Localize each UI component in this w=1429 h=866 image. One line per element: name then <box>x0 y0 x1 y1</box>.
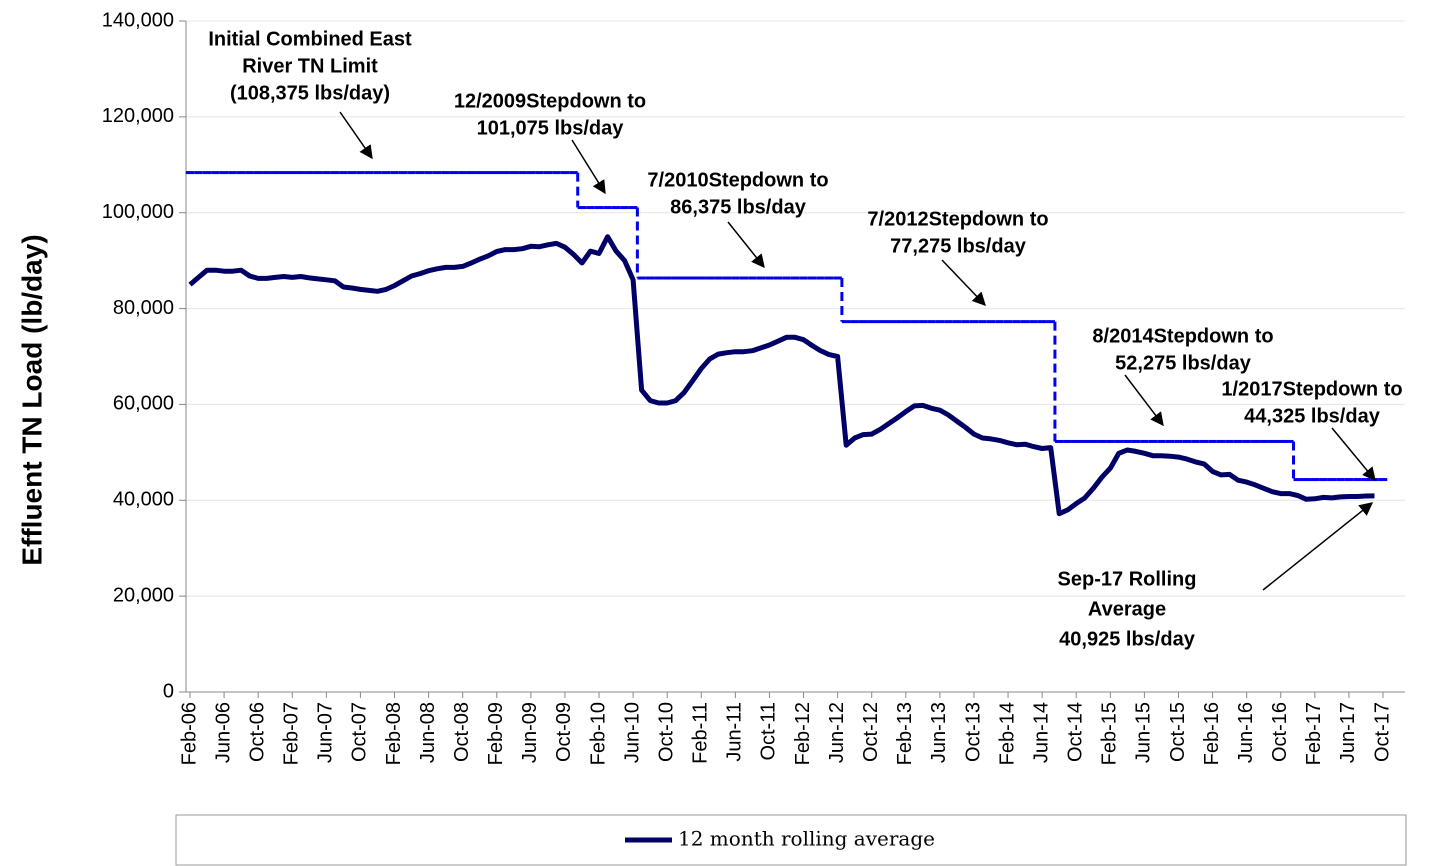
x-tick-label: Feb-12 <box>792 702 814 765</box>
y-axis-title: Effluent TN Load (lb/day) <box>16 234 47 565</box>
annotation: 7/2012Stepdown to <box>867 208 1048 230</box>
x-tick-label: Jun-11 <box>724 702 746 762</box>
x-tick-label: Jun-15 <box>1133 702 1155 763</box>
x-tick-label: Jun-13 <box>928 702 950 763</box>
annotation: River TN Limit <box>242 55 378 77</box>
x-tick-label: Feb-09 <box>485 702 507 765</box>
annotation: (108,375 lbs/day) <box>230 82 390 104</box>
annotation: 101,075 lbs/day <box>477 117 625 139</box>
series-line <box>188 234 1375 517</box>
annotation: 7/2010Stepdown to <box>647 169 828 191</box>
annotation-arrow <box>727 221 765 269</box>
x-tick-label: Oct-17 <box>1371 702 1393 762</box>
x-tick-label: Feb-06 <box>178 702 200 765</box>
y-tick-label: 80,000 <box>113 297 174 319</box>
y-tick-label: 120,000 <box>102 105 174 127</box>
x-tick-label: Jun-10 <box>621 702 643 763</box>
x-tick-label: Feb-15 <box>1099 702 1121 765</box>
y-tick-label: 0 <box>163 680 174 702</box>
x-tick-label: Oct-10 <box>655 702 677 762</box>
x-tick-label: Oct-08 <box>451 702 473 762</box>
annotation-arrow <box>1262 502 1374 591</box>
x-tick-label: Jun-17 <box>1337 702 1359 763</box>
x-tick-label: Feb-07 <box>281 702 303 765</box>
annotation: Sep-17 Rolling <box>1058 568 1197 590</box>
annotation: 8/2014Stepdown to <box>1092 325 1273 347</box>
legend-box <box>175 814 1407 866</box>
x-tick-label: Feb-10 <box>587 702 609 765</box>
x-tick-label: Feb-08 <box>383 702 405 765</box>
x-tick-label: Oct-13 <box>962 702 984 762</box>
annotation-arrow <box>1124 374 1164 427</box>
annotation: 86,375 lbs/day <box>670 196 807 218</box>
x-tick-label: Feb-14 <box>996 702 1018 765</box>
legend-label: 12 month rolling average <box>678 827 935 851</box>
x-tick-label: Feb-13 <box>894 702 916 765</box>
x-tick-label: Jun-14 <box>1030 702 1052 763</box>
annotation: 12/2009Stepdown to <box>454 90 646 112</box>
annotation-arrow <box>571 139 606 195</box>
x-tick-label: Oct-11 <box>758 702 780 761</box>
y-tick-label: 20,000 <box>113 584 174 606</box>
x-tick-label: Oct-07 <box>349 702 371 762</box>
x-tick-label: Oct-14 <box>1065 702 1087 762</box>
x-tick-label: Jun-06 <box>212 702 234 763</box>
y-tick-label: 60,000 <box>113 393 174 415</box>
annotation-arrow <box>339 111 373 160</box>
x-tick-label: Jun-08 <box>417 702 439 763</box>
x-tick-label: Jun-07 <box>315 702 337 763</box>
x-tick-label: Oct-09 <box>553 702 575 762</box>
y-tick-label: 140,000 <box>102 9 174 31</box>
annotation: 52,275 lbs/day <box>1115 352 1252 374</box>
annotation: 40,925 lbs/day <box>1059 628 1196 650</box>
x-tick-label: Feb-11 <box>690 702 712 764</box>
x-tick-label: Feb-17 <box>1303 702 1325 765</box>
annotation-arrow <box>941 259 986 306</box>
annotation: Initial Combined East <box>208 28 412 50</box>
annotation: Average <box>1088 598 1166 620</box>
annotation: 77,275 lbs/day <box>890 235 1027 257</box>
annotation: 44,325 lbs/day <box>1244 405 1381 427</box>
annotation: 1/2017Stepdown to <box>1221 378 1402 400</box>
y-tick-label: 100,000 <box>102 201 174 223</box>
x-tick-label: Jun-09 <box>519 702 541 763</box>
x-tick-label: Oct-12 <box>860 702 882 762</box>
y-tick-label: 40,000 <box>113 489 174 511</box>
x-tick-label: Jun-16 <box>1235 702 1257 763</box>
x-tick-label: Oct-16 <box>1269 702 1291 762</box>
x-tick-label: Feb-16 <box>1201 702 1223 765</box>
x-tick-label: Oct-15 <box>1167 702 1189 762</box>
x-tick-label: Oct-06 <box>246 702 268 762</box>
annotation-arrow <box>1331 427 1376 482</box>
x-tick-label: Jun-12 <box>826 702 848 763</box>
